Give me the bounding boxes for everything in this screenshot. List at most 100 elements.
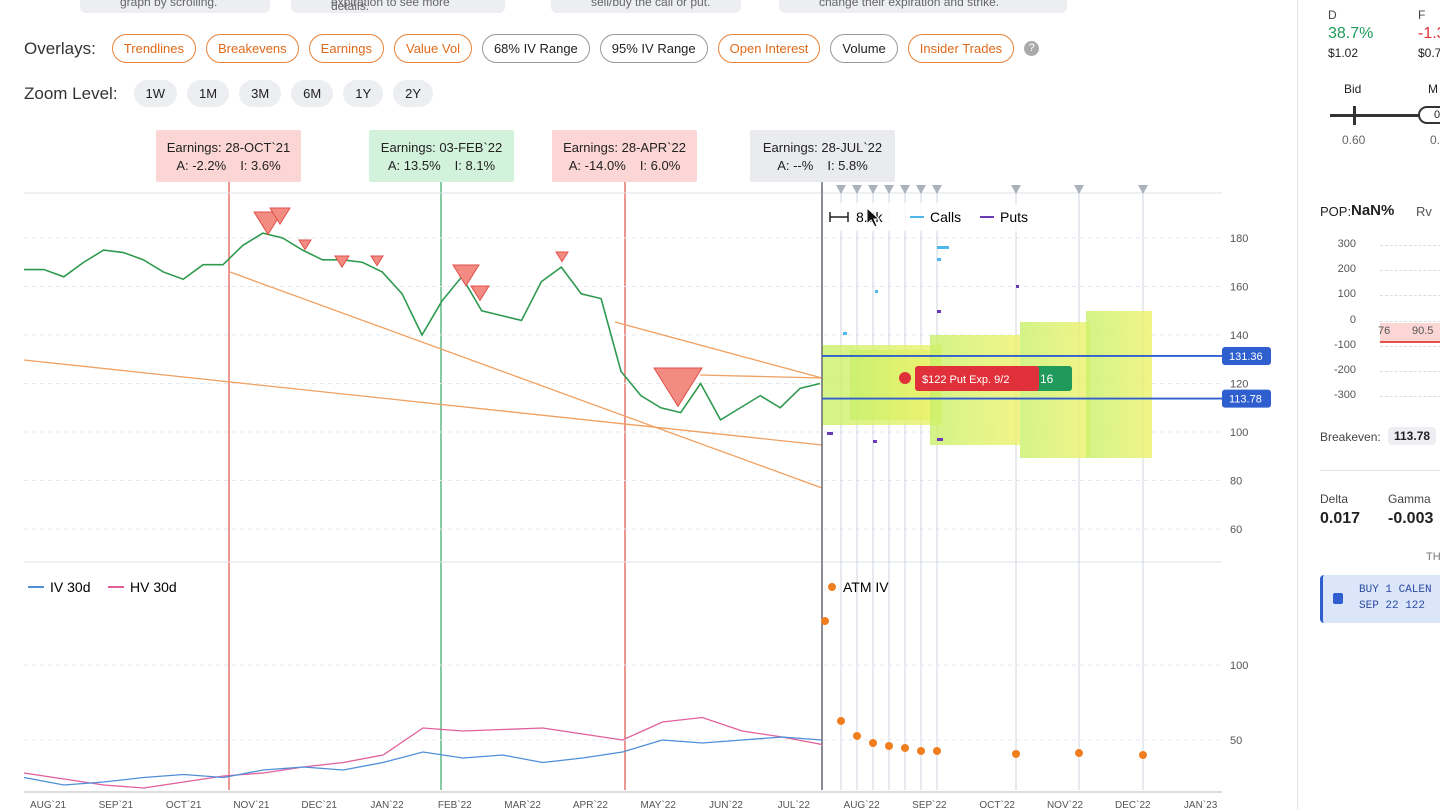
delta-value: 0.017 <box>1320 510 1361 527</box>
atm-iv-dot <box>853 731 861 740</box>
iv-line <box>23 736 823 786</box>
rv: Rv <box>1416 204 1432 219</box>
hint: graph by scrolling. <box>80 0 270 13</box>
zoom-button[interactable]: 6M <box>291 80 334 107</box>
open-interest-bar <box>843 332 847 335</box>
chart: 180 160 140 120 100 80 60 131.36 113.78 16 $122 Pu… <box>23 182 1271 810</box>
th: TH <box>1426 551 1440 563</box>
overlay-button[interactable]: 68% IV Range <box>481 34 590 63</box>
earnings-actual: A: -2.2% <box>176 158 227 173</box>
expiration-marker <box>868 185 878 194</box>
expiration-marker <box>1011 185 1021 194</box>
price-level-label: 113.78 <box>1229 394 1262 406</box>
atm-iv-dot <box>821 617 829 626</box>
insider-marker <box>452 264 480 287</box>
overlay-button[interactable]: Insider Trades <box>907 34 1015 63</box>
expiration-marker <box>884 185 894 194</box>
open-interest-bar <box>827 432 833 435</box>
f-value: -1.3 <box>1418 25 1440 42</box>
overlay-button[interactable]: 95% IV Range <box>599 34 708 63</box>
overlay-button[interactable]: Breakevens <box>206 34 299 63</box>
breakeven-label: Breakeven: <box>1320 430 1381 444</box>
earnings-actual: A: 13.5% <box>387 158 441 173</box>
x-tick-label: FEB`22 <box>438 799 472 810</box>
order-line-1: BUY 1 CALEN <box>1359 584 1432 596</box>
insider-marker <box>253 211 283 236</box>
overlay-button[interactable]: Earnings <box>308 34 384 63</box>
x-tick-label: SEP`21 <box>99 799 134 810</box>
expiration-marker <box>932 185 942 194</box>
atm-iv-dot <box>869 739 877 747</box>
y-tick-label: 100 <box>1230 660 1248 672</box>
open-interest-bar <box>937 310 941 313</box>
mid-value: 0.7 <box>1430 133 1440 147</box>
gamma-value: -0.003 <box>1388 510 1434 527</box>
f-label: F <box>1418 8 1426 22</box>
x-tick-label: MAY`22 <box>641 799 677 810</box>
bid-value: 0.60 <box>1342 133 1366 147</box>
atm-iv-dot <box>917 746 925 755</box>
earnings-box: Earnings: 28-OCT`21 A: -2.2% I: 3.6% <box>156 130 301 182</box>
atm-legend: ATM IV <box>843 579 889 595</box>
order-card[interactable]: BUY 1 CALEN SEP 22 122 <box>1320 575 1440 623</box>
zoom-button[interactable]: 3M <box>239 80 282 107</box>
open-interest-bar <box>1016 285 1019 288</box>
volume-icon <box>829 212 849 222</box>
x-tick-label: JUL`22 <box>778 799 811 810</box>
earnings-box: Earnings: 28-JUL`22 A: --% I: 5.8% <box>750 130 895 182</box>
zoom-button[interactable]: 2Y <box>393 80 434 107</box>
zoom-button[interactable]: 1W <box>133 80 178 107</box>
insider-marker <box>653 367 703 408</box>
earnings-title: Earnings: 28-APR`22 <box>563 140 686 155</box>
earnings-box: Earnings: 03-FEB`22 A: 13.5% I: 8.1% <box>369 130 514 182</box>
legend-bg <box>824 203 1039 231</box>
insider-marker <box>470 285 490 302</box>
earnings-implied: I: 5.8% <box>827 158 868 173</box>
atm-iv-dot <box>837 716 845 725</box>
order-dot <box>899 372 911 384</box>
hv-line <box>23 716 823 789</box>
breakeven-value: 113.78 <box>1388 427 1437 445</box>
y-tick-label: 160 <box>1230 282 1248 294</box>
overlay-button[interactable]: Open Interest <box>717 34 821 63</box>
order-label: $122 Put Exp. 9/2 <box>922 374 1009 386</box>
earnings-title: Earnings: 28-OCT`21 <box>166 140 291 155</box>
y-tick-label: 100 <box>1230 427 1248 439</box>
iv-legend: IV 30d <box>50 579 90 595</box>
zoom-button[interactable]: 1M <box>187 80 230 107</box>
atm-iv-dot <box>1075 749 1083 758</box>
price-level-box <box>1222 346 1271 365</box>
d-value: 38.7% <box>1328 25 1374 42</box>
pl-tick-label: -200 <box>1333 363 1356 376</box>
insider-marker <box>334 255 350 269</box>
pl-tick-label: 0 <box>1349 313 1356 326</box>
open-interest-bar <box>875 290 878 293</box>
gamma-label: Gamma <box>1388 492 1431 506</box>
y-tick-label: 140 <box>1230 330 1248 342</box>
overlay-button[interactable]: Volume <box>830 34 898 63</box>
insider-marker <box>269 207 291 225</box>
price-line <box>24 232 821 421</box>
d-price: $1.02 <box>1328 46 1359 60</box>
pl-grid-line <box>1380 370 1440 372</box>
x-tick-label: SEP`22 <box>912 799 947 810</box>
pl-tick-label: 200 <box>1337 263 1356 276</box>
expiration-marker <box>1074 185 1084 194</box>
atm-swatch <box>828 583 836 591</box>
d-label: D <box>1328 8 1337 22</box>
probability-heatmap <box>1086 311 1152 458</box>
earnings-stats: A: -2.2% I: 3.6% <box>156 158 301 173</box>
x-tick-label: JAN`23 <box>1184 799 1218 810</box>
zoom-button[interactable]: 1Y <box>343 80 384 107</box>
earnings-box: Earnings: 28-APR`22 A: -14.0% I: 6.0% <box>552 130 697 182</box>
overlay-button[interactable]: Trendlines <box>111 34 197 63</box>
overlay-label: Overlays: <box>24 38 96 58</box>
earnings-title: Earnings: 03-FEB`22 <box>380 140 503 155</box>
pl-tick-label: 100 <box>1337 288 1356 301</box>
price-level-label: 131.36 <box>1229 351 1263 363</box>
y-tick-label: 120 <box>1230 379 1248 391</box>
trendline <box>699 374 823 379</box>
help-icon[interactable]: ? <box>1024 41 1040 56</box>
overlay-button[interactable]: Value Vol <box>393 34 472 63</box>
